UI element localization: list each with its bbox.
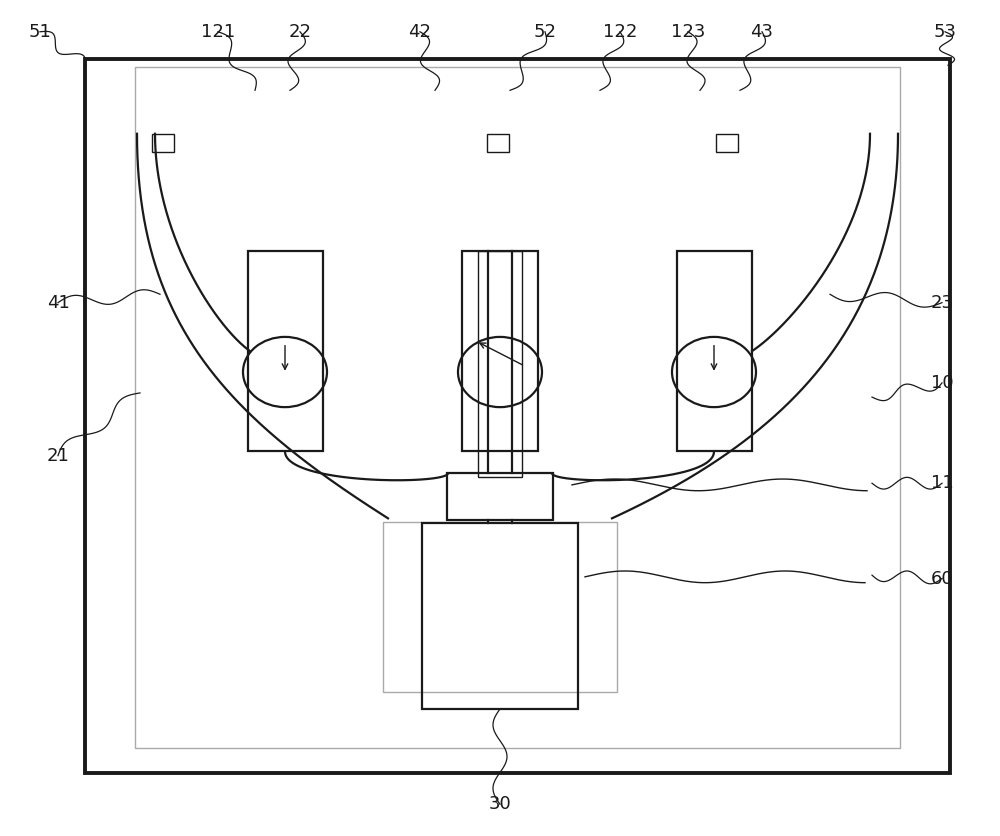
Bar [135, 67, 900, 748]
Text: 22: 22 [288, 23, 312, 41]
Bar [447, 473, 553, 520]
Text: 41: 41 [47, 293, 69, 312]
Bar [478, 251, 522, 477]
Text: 43: 43 [750, 23, 774, 41]
Text: 121: 121 [201, 23, 235, 41]
Text: 52: 52 [534, 23, 556, 41]
Text: 123: 123 [671, 23, 705, 41]
Bar [462, 251, 538, 451]
Text: 10: 10 [931, 374, 953, 392]
Bar [383, 522, 617, 692]
Bar [152, 134, 174, 152]
Bar [487, 134, 509, 152]
Bar [677, 251, 752, 451]
Bar [422, 523, 578, 709]
Bar [248, 251, 323, 451]
Text: 30: 30 [489, 795, 511, 813]
Text: 42: 42 [409, 23, 432, 41]
Text: 51: 51 [29, 23, 51, 41]
Bar [716, 134, 738, 152]
Bar [85, 59, 950, 773]
Text: 122: 122 [603, 23, 637, 41]
Text: 11: 11 [931, 474, 953, 492]
Text: 60: 60 [931, 569, 953, 588]
Text: 53: 53 [934, 23, 956, 41]
Text: 21: 21 [47, 446, 69, 465]
Text: 23: 23 [930, 293, 954, 312]
